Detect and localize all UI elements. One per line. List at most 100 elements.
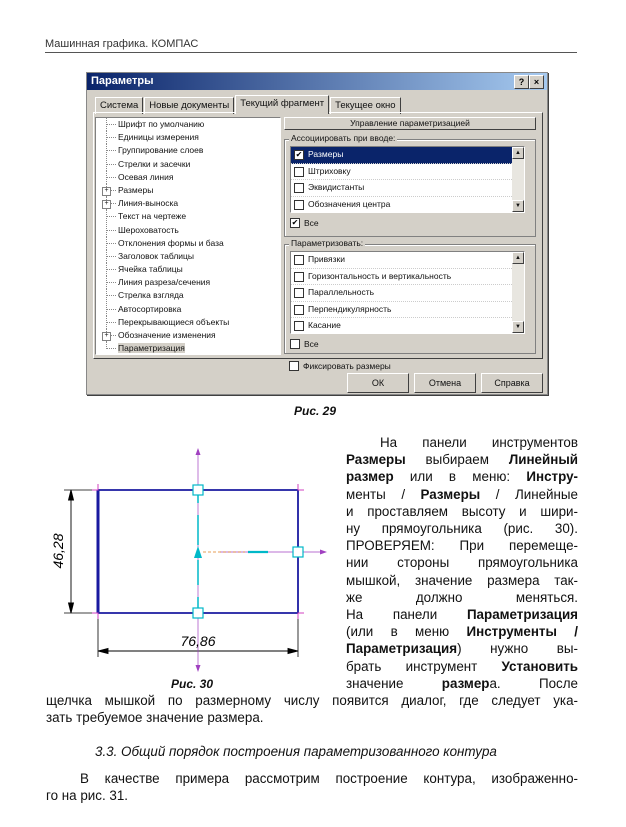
tree-item[interactable]: Стрелка взгляда [96,289,280,303]
list-item[interactable]: ✔ Размеры [291,147,524,164]
tree-branch [106,124,116,125]
text-line: На панели инструментов [380,435,578,450]
checkbox-box[interactable] [294,183,304,193]
scroll-down-icon[interactable]: ▼ [512,321,524,333]
list-item[interactable]: Обозначения центра [291,197,524,213]
text-line: ну прямоугольника (рис. 30). [346,521,578,537]
scroll-up-icon[interactable]: ▲ [512,147,524,159]
tree-branch [106,308,116,310]
parameters-dialog: Параметры ? × Система Новые документы Те… [86,72,548,395]
associate-all-label: Все [304,218,319,228]
help-icon[interactable]: ? [514,75,529,89]
tree-branch [106,321,116,323]
tree-item[interactable]: Автосортировка [96,302,280,316]
tree-item-label: Размеры [118,184,154,195]
associate-all-checkbox[interactable]: ✔ Все [290,217,319,229]
tree-item[interactable]: Шрифт по умолчанию [96,118,280,131]
list-item-label: Привязки [308,254,345,264]
tree-item[interactable]: + Обозначение изменения [96,329,280,342]
text-line: На панели Параметризация [346,607,578,623]
tree-item[interactable]: Ячейка таблицы [96,263,280,277]
tree-item[interactable]: Стрелки и засечки [96,157,280,171]
dialog-titlebar[interactable]: Параметры ? × [87,73,547,90]
list-item[interactable]: Касание [291,318,524,333]
close-icon[interactable]: × [529,75,544,89]
tree-item[interactable]: Линия разреза/сечения [96,276,280,290]
checkbox-box[interactable] [294,199,304,210]
fig29-caption: Рис. 29 [294,404,337,418]
scrollbar[interactable]: ▲ ▼ [512,252,524,333]
checkbox-box[interactable] [294,288,304,298]
list-item[interactable]: Привязки [291,252,524,269]
tree-item-label: Заголовок таблицы [118,250,195,261]
checkbox-box[interactable] [294,304,304,315]
tree-item[interactable]: Группирование слоев [96,144,280,158]
associate-list[interactable]: ✔ Размеры Штриховку Эквидистанты Обозначения… [290,146,525,213]
tab-new-documents[interactable]: Новые документы [144,97,235,114]
tab-current-fragment[interactable]: Текущий фрагмент [235,95,330,114]
checkbox-box[interactable]: ✔ [294,150,304,160]
tree-item[interactable]: Осевая линия [96,170,280,184]
checkbox-box[interactable] [294,321,304,331]
list-item[interactable]: Параллельность [291,285,524,302]
tree-item[interactable]: Перекрывающиеся объекты [96,315,280,329]
cancel-button[interactable]: Отмена [414,373,476,393]
tab-system[interactable]: Система [95,97,144,114]
extension-lines [64,489,299,657]
text-line: щелчка мышкой по размерному числу появит… [46,693,578,708]
tree-item-label: Текст на чертеже [118,211,187,222]
tree-item[interactable]: Заголовок таблицы [96,249,280,263]
center-lines [197,493,268,610]
text-line: размер или в меню: Инстру- [346,469,578,485]
parametrize-all-checkbox[interactable]: Все [290,338,319,350]
list-item[interactable]: Штриховку [291,164,524,180]
tree-item[interactable]: Отклонения формы и база [96,236,280,250]
tree-item[interactable]: Текст на чертеже [96,210,280,224]
text-line: го на рис. 31. [46,788,128,804]
constraint-axes [197,450,325,670]
tab-strip: Система Новые документы Текущий фрагмент… [95,95,402,114]
tree-branch [106,282,116,284]
tree-item[interactable]: + Линия-выноска [96,197,280,211]
list-item-label: Параллельность [308,287,375,297]
tree-branch [106,269,116,271]
tree-connector [106,342,107,350]
tree-item[interactable]: Шероховатость [96,223,280,237]
expand-icon[interactable]: + [102,200,111,210]
horizontal-dimension-value[interactable]: 76,86 [180,633,215,649]
tree-item[interactable]: Параметризация [96,342,280,354]
expand-icon[interactable]: + [102,186,111,196]
ok-button[interactable]: ОК [347,373,409,393]
tree-branch [106,176,116,178]
pink-markers [92,484,304,619]
list-item[interactable]: Горизонтальность и вертикальность [291,269,524,285]
checkbox-box[interactable] [294,166,304,177]
tree-item-label: Единицы измерения [118,132,199,143]
paragraph-dimensions-cont: щелчка мышкой по размерному числу появит… [46,692,578,726]
fix-dimensions-checkbox[interactable]: Фиксировать размеры [289,360,391,372]
tree-item[interactable]: Единицы измерения [96,131,280,145]
scroll-down-icon[interactable]: ▼ [512,200,524,212]
fig30-drawing: 46,28 76,86 [50,448,327,672]
expand-icon[interactable]: + [102,332,111,341]
parametrize-list[interactable]: Привязки Горизонтальность и вертикальност… [290,251,525,334]
checkbox-box[interactable] [294,255,304,265]
header-rule [45,52,577,53]
checkbox-box[interactable] [294,271,304,282]
tab-current-window[interactable]: Текущее окно [330,97,401,114]
text-line: Размеры выбираем Линейный [346,452,578,468]
list-item[interactable]: Эквидистанты [291,180,524,197]
help-button[interactable]: Справка [481,373,543,393]
tree-item-label: Автосортировка [118,303,182,314]
checkbox-box [290,339,300,349]
settings-tree[interactable]: Шрифт по умолчанию Единицы измерения Групп… [95,117,281,355]
text-line: (или в меню Инструменты / [346,624,578,640]
tree-item[interactable]: + Размеры [96,183,280,197]
vertical-dimension-value[interactable]: 46,28 [50,533,66,568]
scrollbar[interactable]: ▲ ▼ [512,147,524,212]
text-line: В качестве примера рассмотрим построение… [80,771,578,786]
scroll-up-icon[interactable]: ▲ [512,252,524,264]
checkbox-box [289,361,299,371]
associate-group: Ассоциировать при вводе: ✔ Размеры Штрихов… [284,133,536,237]
list-item[interactable]: Перпендикулярность [291,302,524,318]
